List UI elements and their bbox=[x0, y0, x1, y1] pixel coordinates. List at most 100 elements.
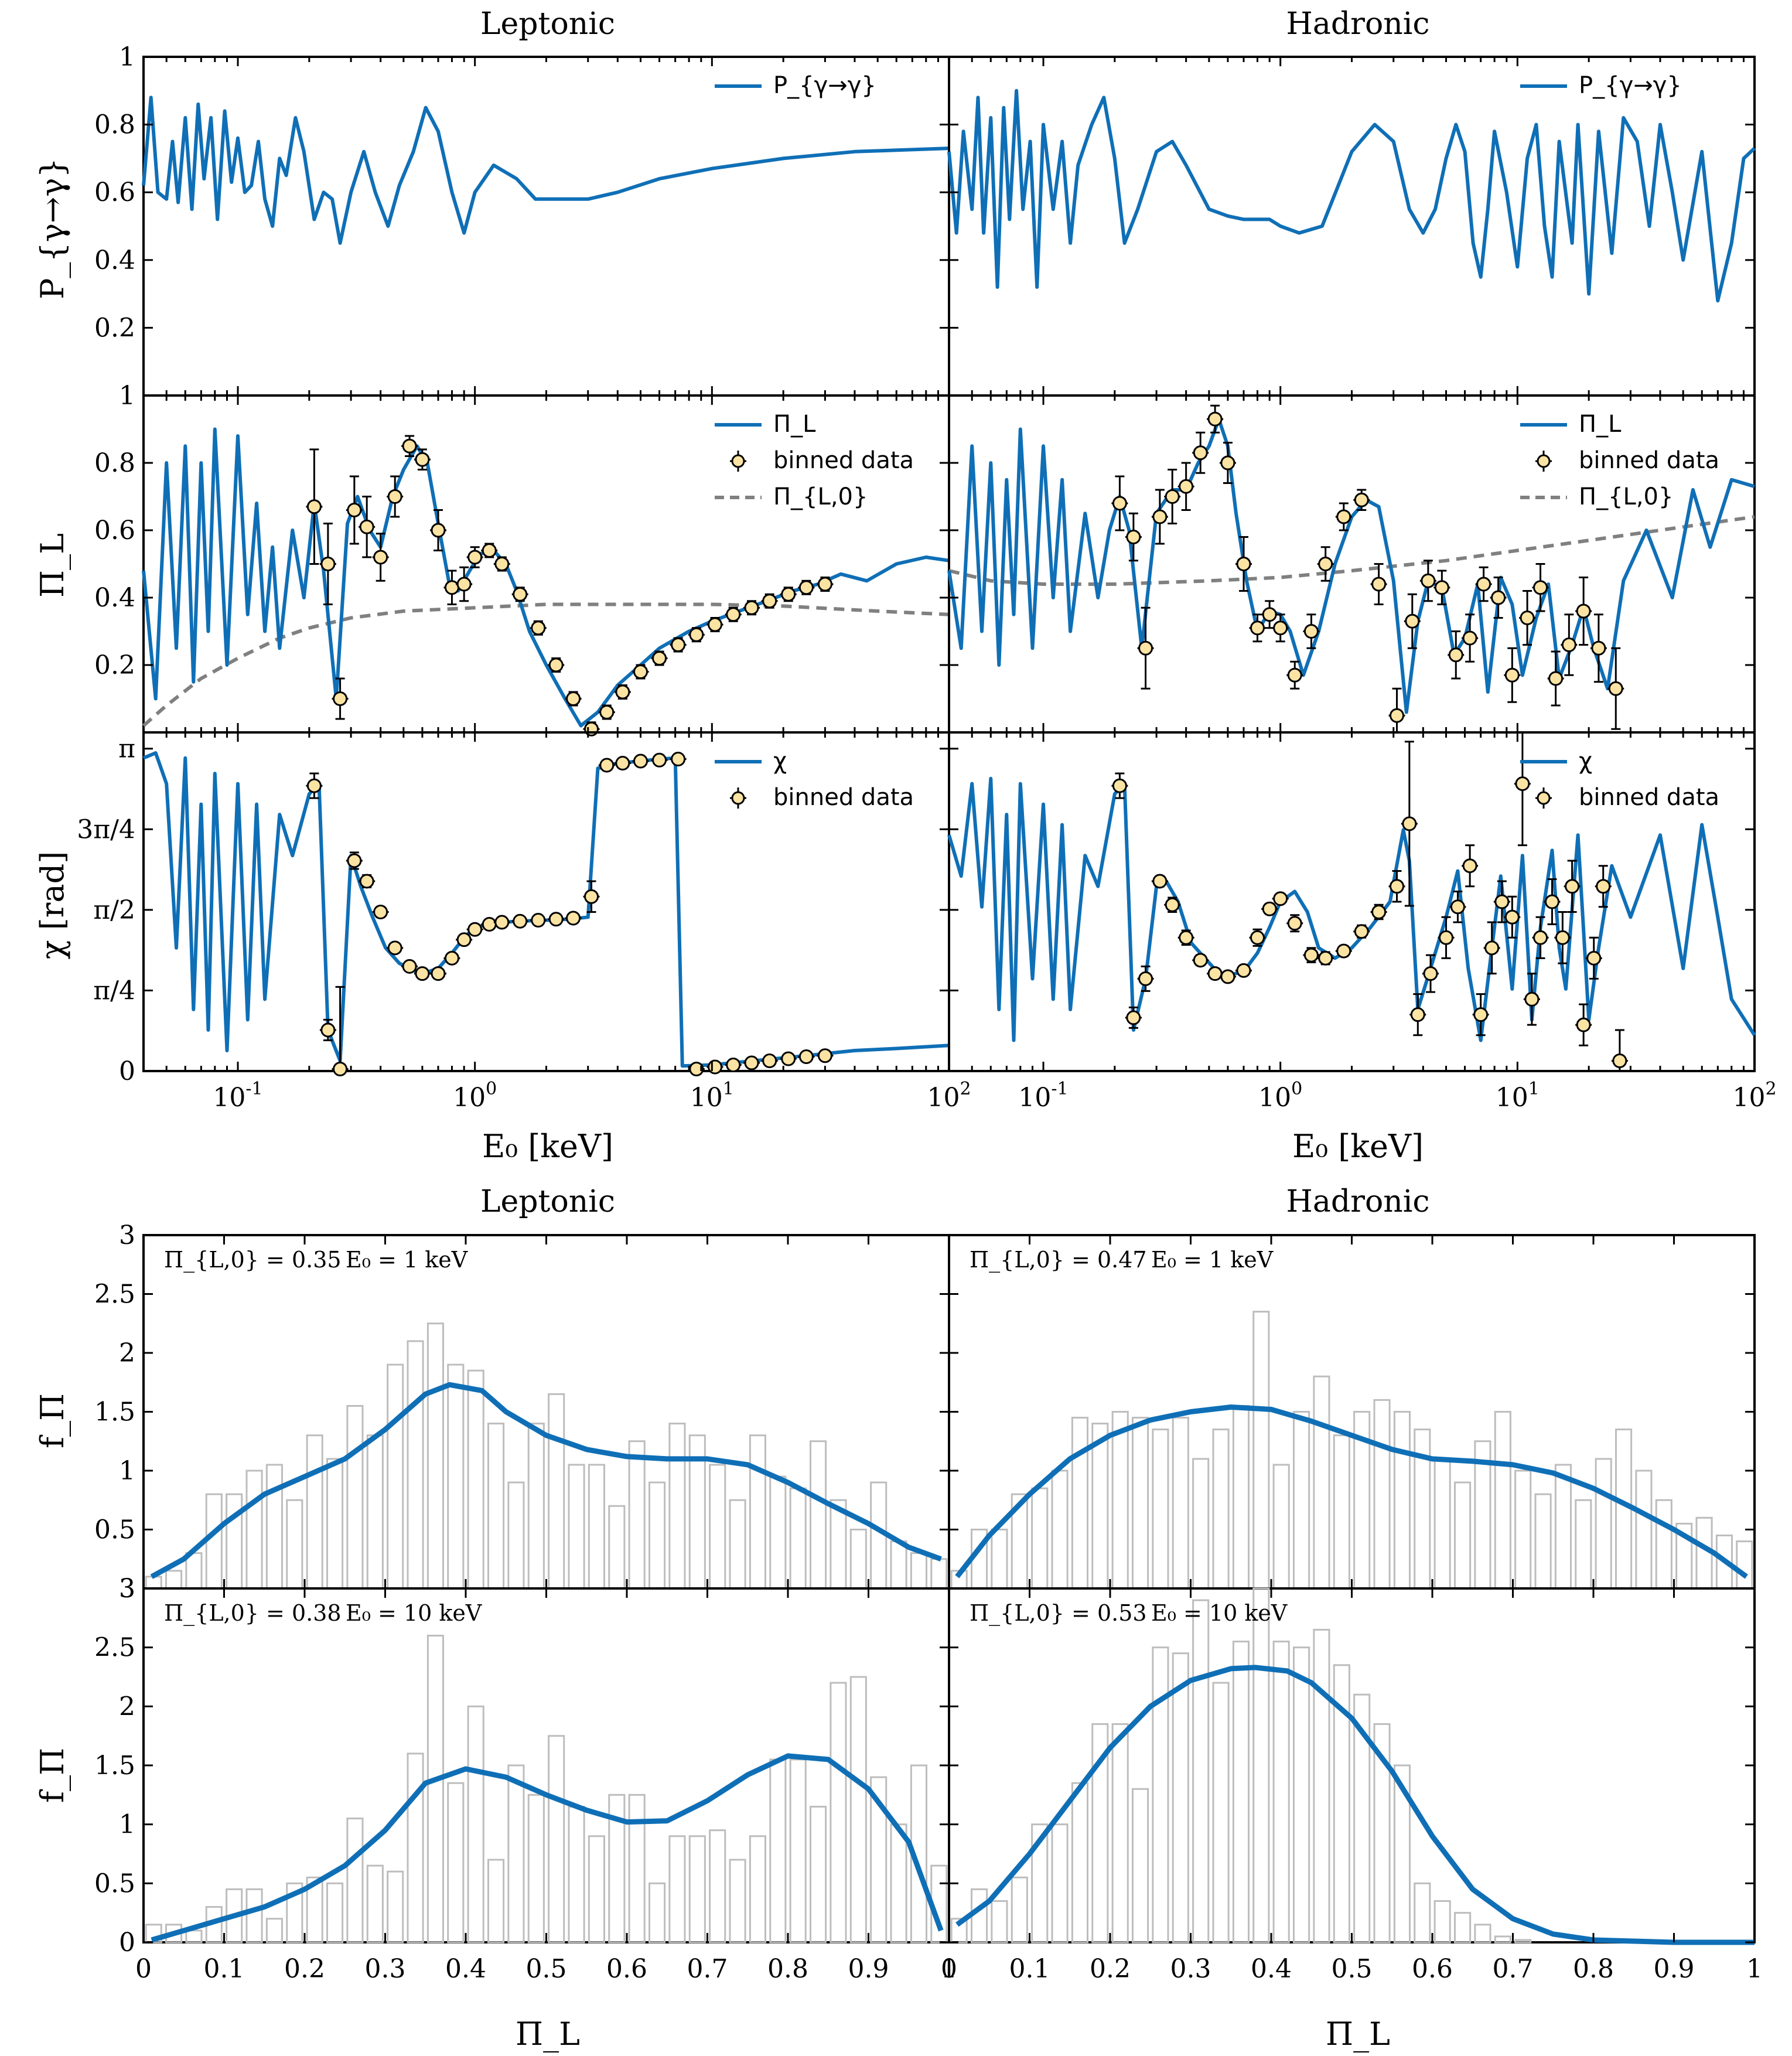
hist-bar bbox=[568, 1805, 585, 1944]
hist-annotation-energy: E₀ = 10 keV bbox=[1151, 1600, 1288, 1626]
hist-bar bbox=[1152, 1646, 1169, 1944]
hist-bar bbox=[245, 1469, 263, 1590]
hist-bar bbox=[830, 1682, 847, 1944]
hist-annotation-energy: E₀ = 1 keV bbox=[346, 1247, 468, 1273]
binned-point bbox=[1544, 894, 1559, 909]
hist-bar bbox=[1051, 1469, 1069, 1590]
hist-bar bbox=[749, 1434, 766, 1590]
binned-point bbox=[513, 587, 528, 602]
hist-bar bbox=[265, 1918, 283, 1944]
hist-bar bbox=[588, 1464, 605, 1590]
binned-point bbox=[566, 691, 581, 706]
binned-point bbox=[1273, 620, 1288, 636]
binned-point bbox=[584, 889, 599, 904]
hist-bar bbox=[668, 1835, 686, 1944]
binned-point bbox=[333, 1061, 348, 1076]
hist-bar bbox=[608, 1505, 626, 1590]
binned-point bbox=[1126, 530, 1141, 544]
binned-point bbox=[726, 607, 741, 622]
hist-bar bbox=[467, 1369, 484, 1590]
hist-bar bbox=[507, 1481, 525, 1590]
y-tick-label: 3π/4 bbox=[77, 814, 135, 844]
binned-point bbox=[1524, 991, 1540, 1007]
pi0-curve bbox=[142, 602, 950, 727]
binned-point bbox=[347, 853, 362, 868]
y-tick-label: 1.5 bbox=[94, 1397, 135, 1427]
legend-label: Π_{L,0} bbox=[773, 483, 868, 510]
hist-bar bbox=[1333, 1434, 1350, 1590]
binned-point bbox=[1165, 489, 1180, 504]
hist-bar bbox=[205, 1493, 223, 1590]
x-tick-exponent: -1 bbox=[1051, 1079, 1068, 1099]
hist-bar bbox=[810, 1440, 827, 1590]
hist-bar bbox=[1393, 1411, 1411, 1590]
hist-annotation-pi0: Π_{L,0} = 0.38 bbox=[164, 1600, 342, 1627]
binned-point bbox=[1193, 953, 1208, 968]
x-tick-label: 0.7 bbox=[1493, 1954, 1534, 1984]
x-tick-label: 101 bbox=[1496, 1079, 1540, 1113]
x-tick-label: 0.9 bbox=[848, 1954, 889, 1984]
hist-bar bbox=[226, 1493, 243, 1590]
binned-point bbox=[798, 580, 814, 595]
histogram-panels: 30.511.522.53Π_{L,0} = 0.35 E₀ = 1 keV Π_{… bbox=[94, 1220, 1763, 1984]
binned-point bbox=[1112, 778, 1127, 793]
hist-bar bbox=[387, 1870, 404, 1944]
y-tick-label: 0.4 bbox=[94, 246, 135, 275]
hist-bar bbox=[527, 1423, 545, 1590]
x-tick-label: 0.6 bbox=[1412, 1954, 1453, 1984]
y-tick-label: 0.6 bbox=[94, 516, 135, 545]
hist-bar bbox=[1293, 1646, 1310, 1944]
panel-frame bbox=[142, 1587, 950, 1944]
hist-bar bbox=[810, 1805, 827, 1944]
binned-point bbox=[444, 580, 459, 595]
binned-point bbox=[1476, 577, 1491, 592]
binned-point bbox=[1354, 492, 1369, 507]
legend-label: Π_L bbox=[773, 411, 816, 438]
x-tick-label: 0.5 bbox=[1332, 1954, 1373, 1984]
hist-bar bbox=[1031, 1487, 1049, 1590]
binned-point bbox=[1448, 647, 1463, 663]
x-tick-label: 0.3 bbox=[1170, 1954, 1211, 1984]
binned-point bbox=[689, 627, 704, 642]
chi-binned-data bbox=[1111, 731, 1628, 1072]
legend-label: P_{γ→γ} bbox=[1579, 72, 1682, 99]
hist-bar bbox=[185, 1929, 203, 1944]
ylabel-chi: χ [rad] bbox=[34, 851, 71, 960]
hist-bar bbox=[265, 1464, 283, 1590]
hist-bar bbox=[688, 1835, 706, 1944]
hist-bar bbox=[1232, 1641, 1250, 1944]
y-tick-label: π/2 bbox=[93, 895, 135, 925]
pi-binned-data bbox=[306, 435, 834, 737]
pi-curve bbox=[947, 417, 1755, 714]
binned-point bbox=[726, 1057, 741, 1072]
hist-bar bbox=[346, 1818, 364, 1944]
binned-point bbox=[1402, 816, 1417, 831]
binned-point bbox=[347, 503, 362, 517]
hist-panel-lep_1keV: 3 0.5 1 1.5 2 2.5 3 Π_{L,0} = 0.35 E₀ = 1 keV bbox=[94, 1220, 950, 1604]
binned-point bbox=[456, 932, 472, 947]
binned-point bbox=[1207, 411, 1223, 427]
binned-point bbox=[1533, 580, 1548, 595]
hist-bar bbox=[1514, 1469, 1532, 1590]
binned-point bbox=[373, 905, 388, 920]
y-tick-label: 0.6 bbox=[94, 178, 135, 207]
binned-point bbox=[1236, 963, 1251, 978]
binned-point bbox=[320, 1022, 336, 1038]
x-tick-label: 0.6 bbox=[606, 1954, 647, 1984]
xlabel-hist-left: Π_L bbox=[516, 2016, 580, 2052]
legend-label: binned data bbox=[1579, 784, 1719, 811]
hist-bar bbox=[487, 1859, 505, 1944]
y-tick-label: 3 bbox=[119, 1220, 135, 1250]
binned-point bbox=[1207, 966, 1223, 981]
hist-bar bbox=[286, 1882, 303, 1944]
binned-point bbox=[402, 959, 417, 974]
binned-point bbox=[1410, 1007, 1425, 1022]
panel-frame bbox=[142, 1234, 950, 1590]
hist-bar bbox=[1655, 1499, 1672, 1590]
binned-point bbox=[1318, 557, 1333, 571]
binned-point bbox=[633, 664, 648, 679]
x-tick-label: 0.4 bbox=[445, 1954, 486, 1984]
